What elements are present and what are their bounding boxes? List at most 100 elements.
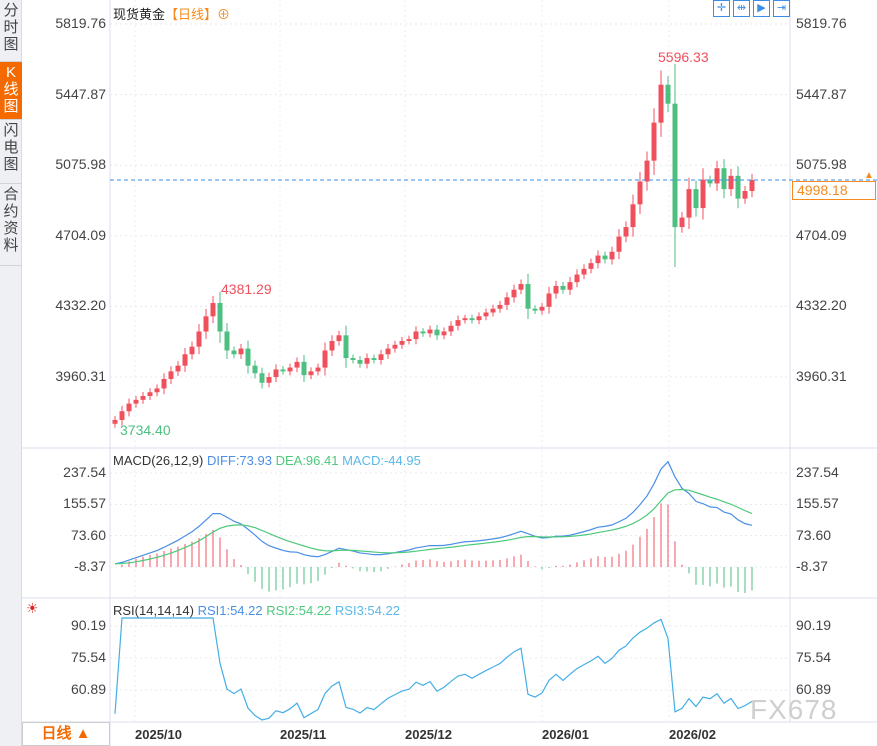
price-tick-left: 4332.20: [55, 297, 106, 314]
price-tick-left: 5075.98: [55, 156, 106, 173]
candle-body: [315, 367, 321, 372]
rsi-tick-left: 75.54: [70, 649, 106, 665]
candle-body: [427, 329, 433, 334]
candle-body: [623, 227, 629, 237]
candle-body: [455, 320, 461, 326]
last-price-box: 4998.18: [792, 181, 876, 200]
price-tick-left: 4704.09: [55, 226, 106, 243]
price-tick-right: 3960.31: [796, 368, 847, 384]
candle-body: [749, 180, 755, 192]
tab-timeshare[interactable]: 分时图: [0, 0, 22, 62]
candle-body: [140, 396, 146, 400]
candle-body: [581, 268, 587, 275]
candle-body: [217, 303, 223, 332]
toolbar: ✛ ⇹ ▶ ⇥: [713, 0, 790, 17]
candle-body: [147, 392, 153, 397]
date-tick: 2025/11: [280, 727, 327, 742]
candle-body: [392, 344, 398, 349]
candle-body: [406, 339, 412, 341]
candle-body: [322, 350, 328, 368]
period-label[interactable]: 【日线】: [165, 7, 218, 22]
candle-body: [518, 284, 524, 290]
diff-value: DIFF:73.93: [206, 453, 272, 468]
candle-body: [133, 399, 139, 404]
candle-body: [259, 373, 265, 383]
candle-body: [448, 325, 454, 332]
candle-body: [308, 371, 314, 376]
candle-body: [658, 84, 664, 123]
exit-icon[interactable]: ⇥: [773, 0, 790, 17]
candle-body: [364, 358, 370, 364]
candle-body: [616, 236, 622, 252]
period-selector[interactable]: 日线 ▲: [22, 722, 110, 746]
candle-body: [469, 318, 475, 321]
candle-body: [735, 175, 741, 199]
candle-body: [574, 274, 580, 283]
price-tick-right: 4704.09: [796, 226, 847, 243]
candle-body: [707, 179, 713, 184]
candle-body: [196, 331, 202, 347]
play-icon[interactable]: ▶: [753, 0, 770, 17]
candle-body: [637, 181, 643, 205]
max-price-label: 5596.33: [658, 49, 709, 65]
candle-body: [385, 348, 391, 355]
date-tick: 2025/10: [135, 727, 182, 742]
candle-body: [203, 316, 209, 332]
macd-tick-left: 155.57: [63, 495, 106, 512]
price-tick-right: 5075.98: [796, 156, 847, 173]
candle-body: [329, 340, 335, 351]
chart-title: 现货黄金【日线】⊕: [113, 4, 230, 23]
candle-body: [343, 335, 349, 359]
candle-body: [567, 282, 573, 290]
macd-tick-right: -8.37: [796, 558, 828, 574]
macd-tick-right: 237.54: [796, 464, 839, 480]
candle-body: [532, 308, 538, 311]
candle-body: [112, 419, 118, 424]
candle-body: [686, 189, 692, 218]
candle-body: [119, 411, 125, 420]
candle-body: [420, 331, 426, 334]
candle-body: [273, 369, 279, 378]
macd-tick-right: 73.60: [796, 526, 832, 543]
candle-body: [742, 191, 748, 199]
candle-body: [294, 361, 300, 368]
zoom-fit-icon[interactable]: ⇹: [733, 0, 750, 17]
circle-plus-icon[interactable]: ⊕: [217, 7, 231, 22]
candle-body: [679, 217, 685, 228]
candle-body: [252, 365, 258, 374]
candle-body: [210, 303, 216, 317]
candle-body: [266, 377, 272, 383]
watermark: FX678: [750, 694, 838, 725]
price-tick-right: 4332.20: [796, 297, 847, 314]
candle-body: [714, 168, 720, 184]
candle-body: [644, 160, 650, 182]
candle-body: [630, 204, 636, 228]
dea-value: DEA:96.41: [275, 453, 339, 468]
candle-body: [476, 316, 482, 321]
sidebar: 分时图 K线图 闪电图 合约资料: [0, 0, 22, 746]
macd-tick-left: 237.54: [63, 464, 106, 480]
price-tick-left: 5447.87: [55, 85, 106, 102]
crosshair-icon[interactable]: ✛: [713, 0, 730, 17]
candle-body: [350, 358, 356, 360]
candle-body: [336, 335, 342, 341]
date-tick: 2026/01: [542, 727, 589, 742]
candle-body: [399, 340, 405, 345]
macd-tick-left: -8.37: [74, 558, 106, 574]
tab-contract-info[interactable]: 合约资料: [0, 184, 22, 266]
rsi1-value: RSI1:54.22: [197, 603, 263, 618]
tab-flash[interactable]: 闪电图: [0, 120, 22, 184]
candle-body: [497, 304, 503, 309]
high-price-label: 4381.29: [221, 281, 272, 297]
rsi-tick-left: 60.89: [70, 681, 106, 697]
tab-kline[interactable]: K线图: [0, 62, 22, 120]
candle-body: [560, 285, 566, 290]
candle-body: [651, 122, 657, 161]
macd-legend: MACD(26,12,9) DIFF:73.93 DEA:96.41 MACD:…: [113, 453, 421, 468]
candle-body: [672, 103, 678, 228]
candle-body: [588, 263, 594, 269]
settings-sun-icon[interactable]: ☀: [26, 600, 39, 616]
up-arrow-icon[interactable]: ▲: [864, 170, 874, 181]
candle-body: [175, 365, 181, 372]
